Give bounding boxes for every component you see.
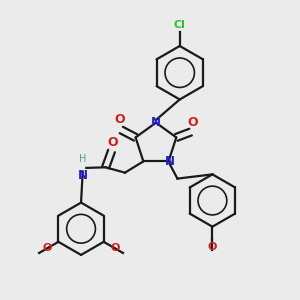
Text: N: N (151, 116, 161, 129)
Text: O: O (43, 243, 52, 253)
Text: O: O (115, 113, 125, 126)
Text: Cl: Cl (174, 20, 186, 30)
Text: O: O (108, 136, 118, 148)
Text: N: N (164, 155, 174, 168)
Text: O: O (188, 116, 198, 129)
Text: O: O (110, 243, 119, 253)
Text: N: N (78, 169, 88, 182)
Text: H: H (79, 154, 86, 164)
Text: O: O (208, 242, 217, 251)
